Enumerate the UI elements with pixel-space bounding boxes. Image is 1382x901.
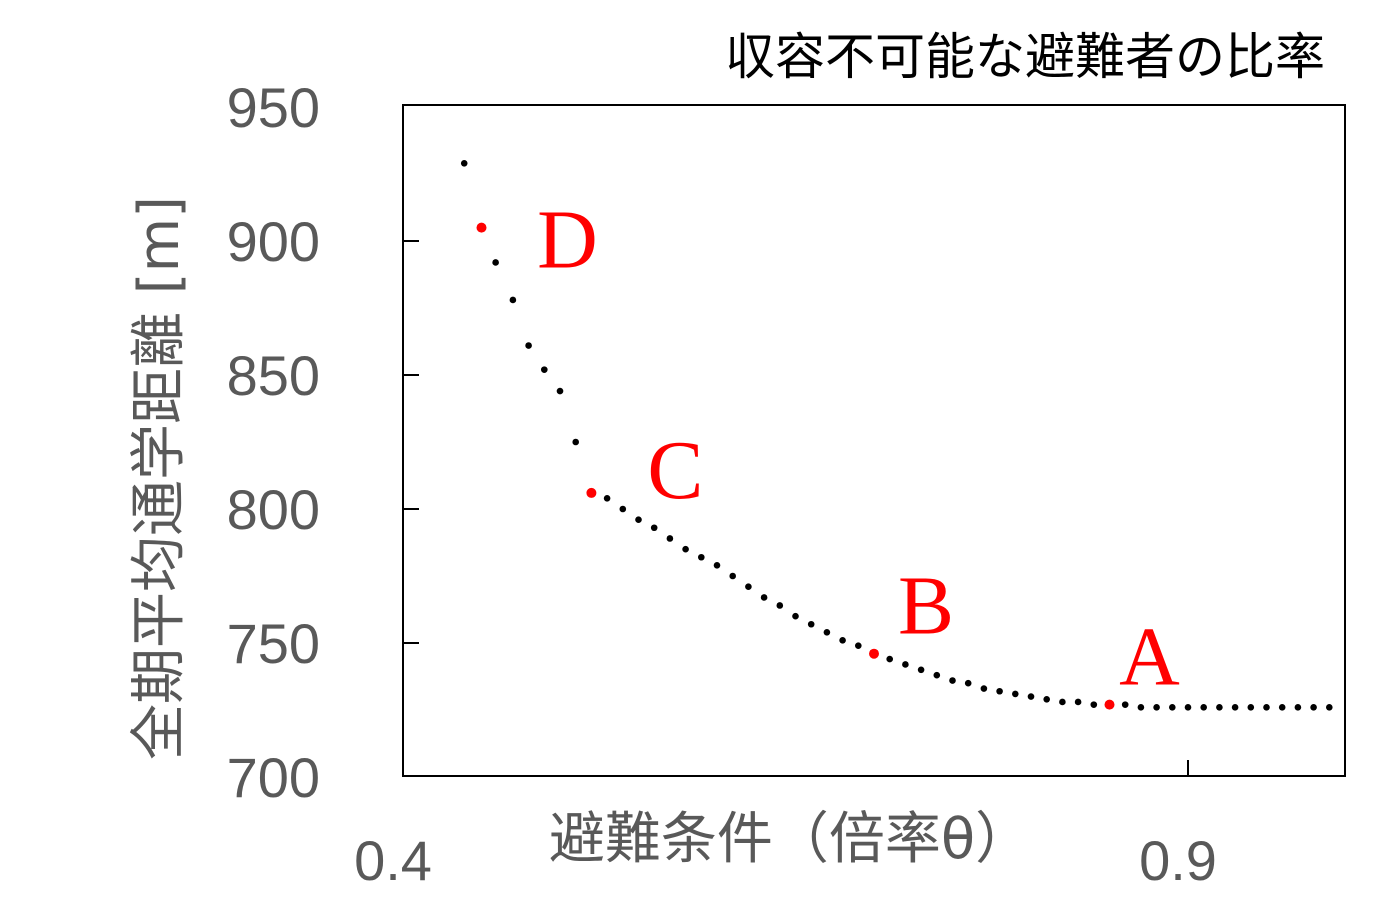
data-point xyxy=(729,572,736,580)
point-label-a: A xyxy=(1119,611,1180,704)
y-tick-label: 750 xyxy=(227,612,320,675)
data-point xyxy=(886,655,893,663)
data-point xyxy=(745,583,752,591)
data-point xyxy=(698,553,705,561)
data-point xyxy=(1294,704,1302,711)
data-point xyxy=(509,296,517,304)
data-point xyxy=(1012,690,1019,698)
data-point xyxy=(1231,704,1239,711)
highlight-point-b xyxy=(869,648,879,659)
data-point xyxy=(1310,704,1317,711)
data-point xyxy=(635,516,642,524)
data-point xyxy=(541,366,548,373)
chart-title: 収容不可能な避難者の比率 xyxy=(725,28,1325,86)
data-point xyxy=(1137,704,1145,711)
data-point xyxy=(713,561,721,569)
series-points xyxy=(460,159,1333,711)
data-point xyxy=(1153,704,1160,711)
data-point xyxy=(839,637,846,644)
data-point xyxy=(807,620,815,628)
point-label-c: C xyxy=(647,424,703,517)
data-point xyxy=(1169,704,1176,711)
data-point xyxy=(776,602,784,609)
data-point xyxy=(933,671,941,679)
y-tick-label: 800 xyxy=(227,478,320,541)
plot-area-frame xyxy=(402,104,1346,777)
highlight-point-a xyxy=(1104,699,1115,710)
highlight-point-c xyxy=(586,487,597,498)
data-point xyxy=(1043,695,1050,703)
data-point xyxy=(1247,704,1255,711)
data-point xyxy=(902,661,909,668)
highlight-point-d xyxy=(476,222,487,233)
data-point xyxy=(682,545,689,553)
data-point xyxy=(1216,704,1223,711)
data-point xyxy=(855,642,862,649)
data-point xyxy=(996,687,1003,695)
x-tick-label: 0.9 xyxy=(1139,829,1217,892)
point-label-b: B xyxy=(898,560,954,653)
highlighted-points: A B C D xyxy=(476,194,1180,710)
y-tick-label: 850 xyxy=(227,344,320,407)
data-point xyxy=(949,677,956,684)
y-tick-label: 950 xyxy=(227,76,320,139)
data-point xyxy=(460,159,468,167)
data-point xyxy=(666,535,674,542)
data-point xyxy=(1184,704,1192,711)
data-point xyxy=(1027,693,1035,700)
y-axis-label: 全期平均通学距離 [m] xyxy=(127,196,192,760)
data-point xyxy=(1074,698,1082,706)
data-point xyxy=(917,666,925,674)
data-point xyxy=(823,628,831,636)
data-point xyxy=(1200,704,1207,711)
data-point xyxy=(619,505,627,513)
data-point xyxy=(760,594,768,601)
data-point xyxy=(1121,701,1129,708)
y-axis-ticks: 700 750 800 850 900 950 xyxy=(227,76,419,809)
data-point xyxy=(980,685,988,692)
data-point xyxy=(556,387,564,395)
data-point xyxy=(1090,701,1098,708)
point-label-d: D xyxy=(537,194,598,287)
data-point xyxy=(492,259,499,266)
data-point xyxy=(1059,698,1066,706)
x-axis-ticks: 0.4 0.9 xyxy=(354,760,1217,892)
y-tick-label: 900 xyxy=(227,210,320,273)
data-point xyxy=(964,679,972,687)
data-point xyxy=(1326,704,1333,711)
y-tick-label: 700 xyxy=(227,746,320,809)
data-point xyxy=(603,494,611,502)
data-point xyxy=(525,342,532,349)
data-point xyxy=(1263,704,1270,711)
data-point xyxy=(650,524,658,532)
data-point xyxy=(792,612,799,620)
data-point xyxy=(1278,704,1286,711)
data-point xyxy=(572,438,579,446)
x-tick-label: 0.4 xyxy=(354,829,432,892)
x-axis-label: 避難条件（倍率θ） xyxy=(549,807,1031,872)
